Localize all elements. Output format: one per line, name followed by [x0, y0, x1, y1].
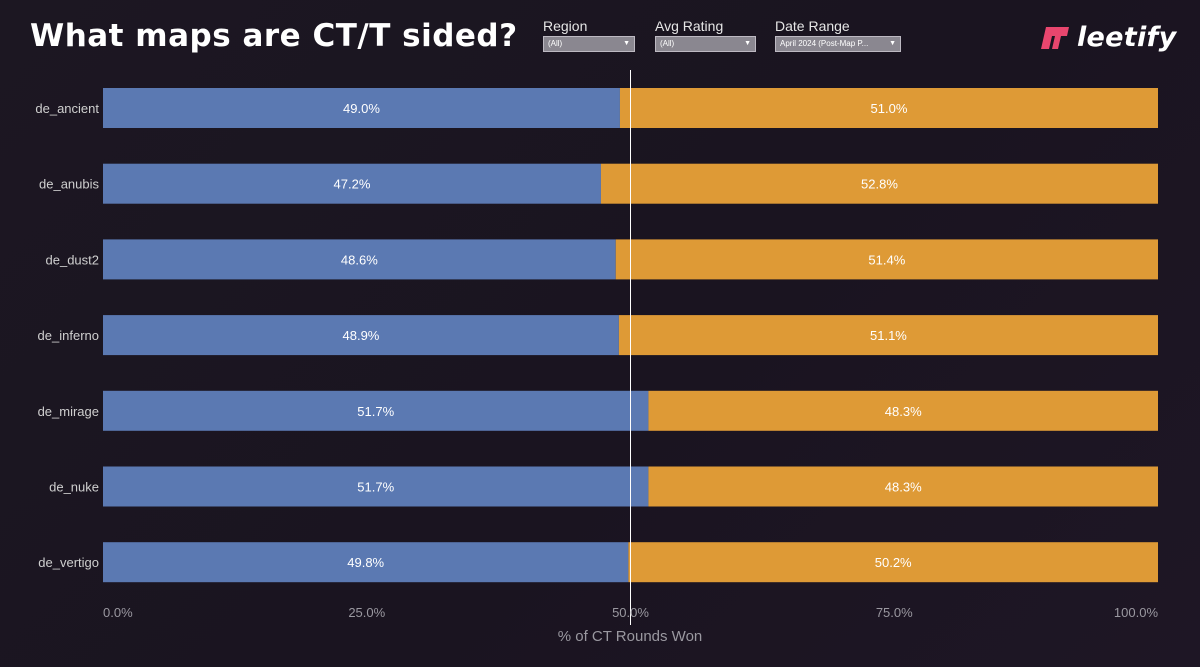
t-bar [618, 315, 1158, 356]
category-label: de_mirage [38, 404, 99, 419]
x-tick-label: 0.0% [103, 605, 133, 620]
t-value-label: 50.2% [875, 555, 912, 570]
x-axis-title: % of CT Rounds Won [558, 628, 703, 645]
t-bar [619, 88, 1158, 128]
t-bar [600, 163, 1158, 204]
chart-title: What maps are CT/T sided? [30, 18, 518, 54]
t-value-label: 48.3% [885, 404, 922, 419]
leetify-logo-icon [1041, 26, 1069, 49]
date-range-filter: Date Range April 2024 (Post-Map P... ▼ [775, 18, 901, 52]
region-filter-label: Region [543, 18, 588, 34]
ct-bar [103, 315, 619, 356]
t-value-label: 51.1% [870, 328, 907, 343]
category-label: de_ancient [35, 101, 99, 116]
category-label: de_anubis [39, 177, 99, 192]
avg-rating-select[interactable]: (All) ▼ [655, 36, 756, 52]
ct-value-label: 49.0% [343, 101, 380, 116]
chevron-down-icon: ▼ [744, 40, 751, 47]
leetify-logo: leetify [1040, 22, 1177, 53]
ct-bar [103, 163, 601, 204]
x-tick-label: 100.0% [1114, 605, 1159, 620]
category-label: de_inferno [38, 328, 99, 343]
avg-rating-filter: Avg Rating (All) ▼ [655, 18, 756, 52]
date-range-select[interactable]: April 2024 (Post-Map P... ▼ [775, 36, 901, 52]
region-filter: Region (All) ▼ [543, 18, 635, 52]
ct-value-label: 48.6% [341, 252, 378, 267]
date-range-filter-label: Date Range [775, 18, 850, 34]
t-bar [615, 239, 1158, 280]
x-tick-label: 75.0% [876, 605, 913, 620]
t-value-label: 51.4% [868, 252, 905, 267]
region-select[interactable]: (All) ▼ [543, 36, 635, 52]
t-bar [628, 542, 1158, 583]
ct-value-label: 51.7% [357, 404, 394, 419]
ct-bar [103, 390, 649, 431]
logo-text: leetify [1077, 22, 1177, 53]
chevron-down-icon: ▼ [889, 40, 896, 47]
avg-rating-filter-label: Avg Rating [655, 18, 724, 34]
ct-value-label: 48.9% [343, 328, 380, 343]
t-value-label: 48.3% [885, 480, 922, 495]
x-tick-label: 50.0% [612, 605, 649, 620]
ct-bar [103, 542, 629, 583]
ct-value-label: 47.2% [334, 177, 371, 192]
t-bar [648, 390, 1158, 431]
category-label: de_vertigo [38, 555, 99, 570]
chevron-down-icon: ▼ [623, 40, 630, 47]
t-value-label: 52.8% [861, 177, 898, 192]
t-bar [648, 466, 1158, 507]
t-value-label: 51.0% [871, 101, 908, 116]
category-label: de_nuke [49, 480, 99, 495]
ct-bar [103, 466, 649, 507]
ct-value-label: 49.8% [347, 555, 384, 570]
ct-bar [103, 239, 616, 280]
ct-bar [103, 88, 620, 128]
x-tick-label: 25.0% [348, 605, 385, 620]
category-label: de_dust2 [46, 252, 100, 267]
ct-value-label: 51.7% [357, 480, 394, 495]
